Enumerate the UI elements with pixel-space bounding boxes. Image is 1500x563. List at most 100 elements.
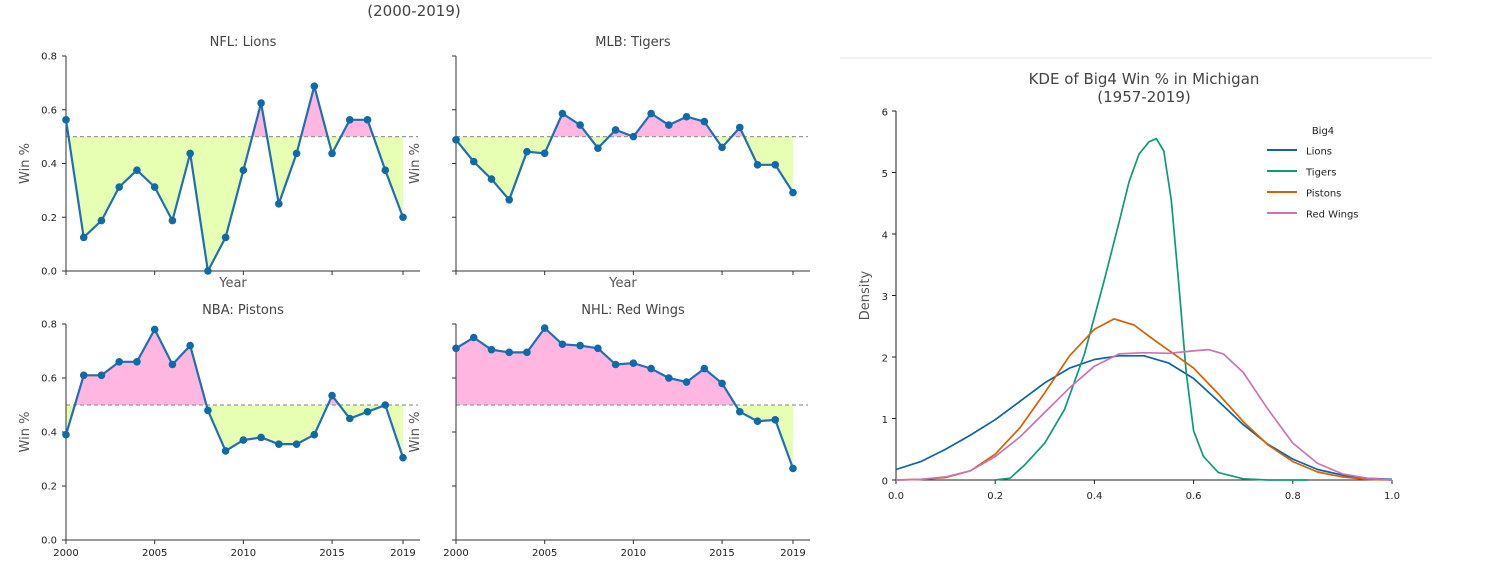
x-tick-label: 2010 <box>621 548 646 559</box>
kde-y-tick-label: 3 <box>882 292 888 303</box>
data-point <box>97 371 106 380</box>
data-point <box>275 200 283 208</box>
x-tick-label: 2019 <box>780 548 805 559</box>
subplot-title: MLB: Tigers <box>595 35 671 50</box>
kde-x-tick-label: 0.0 <box>888 491 904 502</box>
data-point <box>771 416 780 424</box>
data-point <box>718 379 726 388</box>
subplot-title: NBA: Pistons <box>202 303 284 318</box>
data-point <box>204 406 212 415</box>
kde-legend: Big4 Lions Tigers Pistons Red Wings <box>1267 126 1359 221</box>
data-point <box>789 464 797 473</box>
legend-label: Lions <box>1306 147 1332 158</box>
data-point <box>611 360 620 369</box>
y-axis-label: Win % <box>18 412 33 453</box>
data-point <box>753 161 762 169</box>
x-tick-label: 2000 <box>53 548 78 559</box>
subplot-title: NFL: Lions <box>210 35 277 50</box>
kde-line-pistons <box>895 318 1393 481</box>
legend-label: Red Wings <box>1306 210 1359 221</box>
data-point <box>275 440 283 448</box>
data-point <box>186 149 194 158</box>
data-point <box>221 233 230 242</box>
data-point <box>310 82 319 91</box>
data-point <box>771 161 780 169</box>
y-tick-label: 0.6 <box>41 374 57 385</box>
data-point <box>381 401 390 409</box>
data-point <box>62 430 70 439</box>
data-point <box>345 414 354 423</box>
data-point <box>682 378 691 386</box>
kde-y-tick-label: 1 <box>882 415 888 426</box>
kde-x-tick-label: 1.0 <box>1384 491 1400 502</box>
kde-y-tick-label: 2 <box>882 354 888 365</box>
y-tick-label: 0.2 <box>41 482 57 493</box>
data-point <box>523 147 531 156</box>
data-point <box>292 149 301 158</box>
y-tick-label: 0.0 <box>41 536 57 547</box>
data-point <box>221 447 230 455</box>
data-point <box>594 144 602 152</box>
data-point <box>257 433 265 442</box>
y-tick-label: 0.2 <box>41 213 57 224</box>
x-tick-label: 2005 <box>142 548 167 559</box>
data-point <box>505 195 514 204</box>
data-point <box>328 149 336 158</box>
kde-title-line: KDE of Big4 Win % in Michigan <box>1029 70 1260 88</box>
data-point <box>97 216 106 225</box>
data-point <box>168 360 177 369</box>
x-axis-label: Year <box>218 276 247 291</box>
y-tick-label: 0.4 <box>41 159 57 170</box>
legend-title: Big4 <box>1312 126 1334 137</box>
legend-label: Pistons <box>1306 189 1341 200</box>
data-point <box>469 157 478 166</box>
data-point <box>133 358 141 366</box>
data-point <box>718 143 726 152</box>
data-point <box>523 348 531 357</box>
right-panel-divider <box>840 57 1432 59</box>
data-point <box>665 374 673 382</box>
data-point <box>576 121 584 129</box>
kde-line-red-wings <box>895 348 1393 481</box>
win-pct-line <box>64 81 405 275</box>
data-point <box>168 216 177 225</box>
y-tick-label: 0.6 <box>41 105 57 116</box>
kde-title: KDE of Big4 Win % in Michigan (1957-2019) <box>1029 70 1260 106</box>
data-point <box>682 112 691 121</box>
data-point <box>629 359 638 367</box>
data-point <box>328 391 336 400</box>
data-point <box>381 166 390 175</box>
y-tick-label: 0.8 <box>41 320 57 331</box>
kde-line-lions <box>895 354 1393 481</box>
x-tick-label: 2015 <box>709 548 734 559</box>
data-point <box>452 136 460 144</box>
y-tick-label: 0.0 <box>41 267 57 278</box>
kde-y-axis-label: Density <box>858 270 873 320</box>
data-point <box>505 348 514 357</box>
kde-title-line: (1957-2019) <box>1097 88 1190 106</box>
data-point <box>62 116 70 124</box>
data-point <box>540 324 549 332</box>
data-point <box>310 430 319 439</box>
fill-below-threshold <box>456 405 793 469</box>
data-point <box>150 183 159 191</box>
x-tick-label: 2019 <box>390 548 415 559</box>
fill-above-threshold <box>456 113 793 137</box>
kde-y-tick-label: 5 <box>882 169 888 180</box>
y-tick-label: 0.8 <box>41 52 57 63</box>
data-point <box>239 166 248 175</box>
x-tick-label: 2015 <box>319 548 344 559</box>
y-axis-label: Win % <box>408 412 423 453</box>
data-point <box>487 345 496 354</box>
y-axis-label: Win % <box>408 143 423 184</box>
data-point <box>363 407 372 416</box>
fill-below-threshold <box>66 405 403 458</box>
data-point <box>487 175 496 183</box>
data-point <box>735 123 744 132</box>
figure-title: (2000-2019) <box>367 2 460 20</box>
data-point <box>257 99 265 107</box>
x-tick-label: 2005 <box>532 548 557 559</box>
data-point <box>594 344 602 353</box>
data-point <box>647 109 655 118</box>
